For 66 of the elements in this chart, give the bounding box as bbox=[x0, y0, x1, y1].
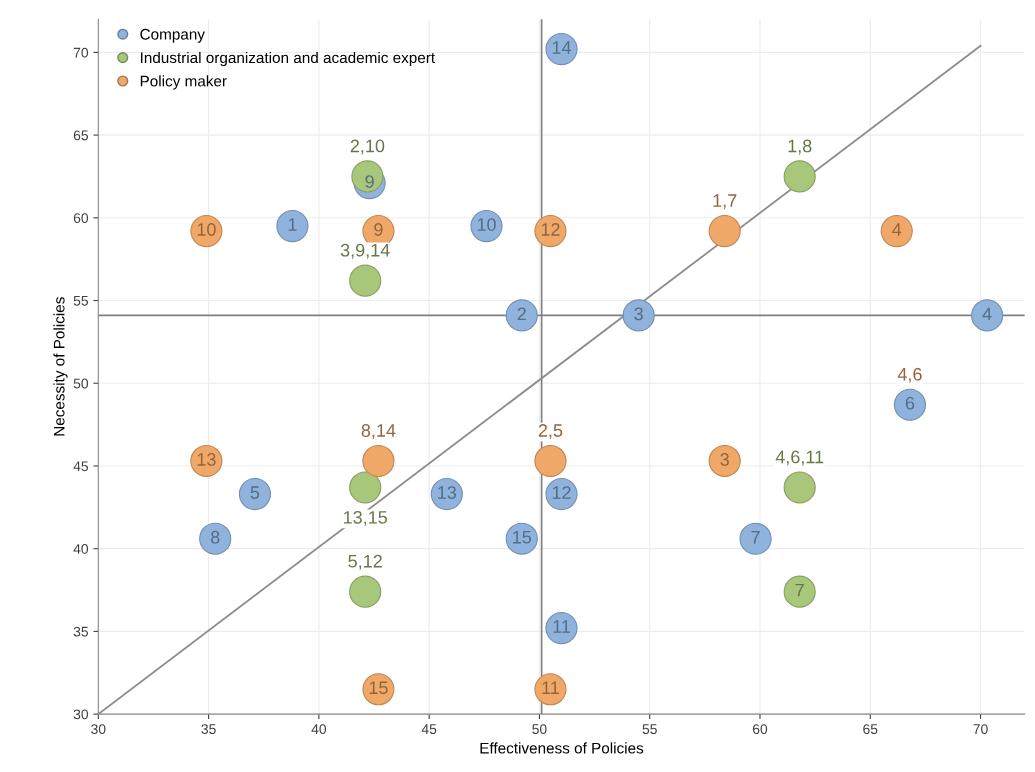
point bbox=[349, 264, 382, 297]
annotation: 3,9,14 bbox=[340, 243, 390, 259]
point bbox=[893, 388, 927, 421]
point bbox=[708, 214, 741, 248]
y-tick-label: 40 bbox=[73, 544, 89, 554]
annotation: 2,5 bbox=[538, 424, 563, 440]
annotation: 10 bbox=[197, 223, 216, 236]
annotation: 13 bbox=[197, 453, 216, 466]
annotation: 4,6 bbox=[897, 367, 922, 383]
annotation: 12 bbox=[541, 223, 560, 236]
x-tick-label: 70 bbox=[973, 724, 988, 735]
x-tick-label: 30 bbox=[91, 724, 106, 735]
annotation: 8,14 bbox=[361, 424, 396, 440]
point bbox=[783, 471, 816, 504]
annotation: 5 bbox=[250, 486, 260, 499]
annotation: 9 bbox=[374, 223, 383, 236]
y-tick-label: 35 bbox=[73, 626, 89, 637]
annotation: 9 bbox=[365, 175, 374, 188]
annotation: 13 bbox=[438, 486, 457, 499]
annotation: 8 bbox=[210, 530, 220, 544]
point bbox=[349, 575, 382, 608]
legend-label: Policy maker bbox=[140, 75, 227, 90]
annotation: 2,10 bbox=[350, 139, 385, 155]
x-tick-label: 60 bbox=[752, 724, 768, 735]
annotation: 7 bbox=[795, 583, 804, 597]
annotation: 13,15 bbox=[343, 510, 388, 526]
annotation: 12 bbox=[552, 486, 571, 499]
annotation: 7 bbox=[751, 530, 760, 544]
annotation: 4 bbox=[892, 223, 902, 236]
annotation: 4,6,11 bbox=[775, 450, 824, 466]
annotation: 5,12 bbox=[348, 554, 382, 570]
annotation: 3 bbox=[720, 453, 729, 466]
annotation: 10 bbox=[477, 218, 496, 231]
x-tick-label: 40 bbox=[311, 724, 327, 735]
annotation: 11 bbox=[542, 681, 559, 694]
y-tick-label: 50 bbox=[73, 378, 89, 389]
annotation: 6 bbox=[905, 396, 915, 410]
annotation: 1,8 bbox=[788, 139, 812, 155]
point bbox=[534, 444, 567, 478]
x-axis-title: Effectiveness of Policies bbox=[480, 742, 644, 754]
annotation: 15 bbox=[513, 530, 532, 544]
annotation: 11 bbox=[553, 620, 570, 633]
y-tick-label: 30 bbox=[73, 709, 89, 720]
point bbox=[362, 444, 395, 478]
annotation: 1 bbox=[288, 218, 297, 231]
annotation: 1,7 bbox=[713, 194, 737, 210]
legend-label: Company bbox=[140, 28, 205, 43]
legend-label: Industrial organization and academic expert bbox=[140, 51, 436, 67]
y-tick-label: 45 bbox=[73, 461, 89, 472]
annotation: 4 bbox=[982, 307, 992, 321]
point bbox=[783, 160, 816, 193]
annotation: 2 bbox=[517, 307, 526, 321]
x-tick-label: 65 bbox=[863, 724, 878, 735]
x-tick-label: 45 bbox=[421, 724, 437, 735]
x-tick-label: 35 bbox=[201, 724, 216, 735]
x-tick-label: 50 bbox=[532, 724, 547, 735]
y-tick-label: 70 bbox=[73, 47, 89, 58]
x-tick-label: 55 bbox=[642, 724, 657, 735]
y-tick-label: 60 bbox=[73, 213, 89, 223]
y-tick-label: 65 bbox=[73, 130, 89, 141]
y-tick-label: 55 bbox=[73, 296, 89, 306]
annotation: 14 bbox=[552, 41, 571, 54]
point bbox=[349, 471, 382, 504]
annotation: 3 bbox=[634, 307, 643, 321]
annotation: 15 bbox=[369, 681, 388, 695]
y-axis-title: Necessity of Policies bbox=[53, 297, 68, 436]
